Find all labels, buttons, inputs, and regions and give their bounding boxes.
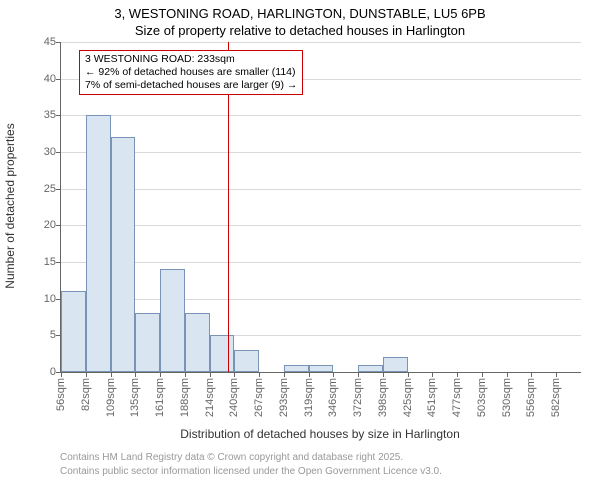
- footer-line-2: Contains public sector information licen…: [60, 466, 442, 477]
- plot-area: 05101520253035404556sqm82sqm109sqm135sqm…: [60, 42, 581, 373]
- x-tick: [531, 372, 532, 377]
- y-tick: [56, 79, 61, 80]
- chart-container: 3, WESTONING ROAD, HARLINGTON, DUNSTABLE…: [0, 0, 600, 500]
- x-tick-label: 319sqm: [303, 378, 315, 417]
- histogram-bar: [383, 357, 408, 372]
- x-tick-label: 425sqm: [402, 378, 414, 417]
- histogram-bar: [61, 291, 86, 372]
- x-tick-label: 240sqm: [228, 378, 240, 417]
- x-tick: [309, 372, 310, 377]
- x-tick-label: 135sqm: [129, 378, 141, 417]
- histogram-bar: [160, 269, 185, 372]
- y-tick-label: 5: [50, 329, 56, 341]
- x-tick-label: 477sqm: [451, 378, 463, 417]
- x-tick-label: 214sqm: [204, 378, 216, 417]
- y-tick-label: 30: [44, 146, 56, 158]
- gridline: [61, 42, 581, 43]
- x-tick-label: 267sqm: [253, 378, 265, 417]
- x-tick-label: 398sqm: [377, 378, 389, 417]
- gridline: [61, 225, 581, 226]
- x-axis-label: Distribution of detached houses by size …: [60, 427, 580, 441]
- gridline: [61, 115, 581, 116]
- histogram-bar: [210, 335, 235, 372]
- histogram-bar: [86, 115, 111, 372]
- y-tick-label: 25: [44, 183, 56, 195]
- x-tick: [86, 372, 87, 377]
- x-tick: [383, 372, 384, 377]
- x-tick-label: 293sqm: [278, 378, 290, 417]
- histogram-bar: [309, 365, 334, 372]
- gridline: [61, 299, 581, 300]
- x-tick-label: 503sqm: [476, 378, 488, 417]
- histogram-bar: [135, 313, 160, 372]
- x-tick-label: 451sqm: [426, 378, 438, 417]
- y-tick: [56, 115, 61, 116]
- y-tick: [56, 262, 61, 263]
- x-tick: [61, 372, 62, 377]
- x-tick: [185, 372, 186, 377]
- x-tick-label: 56sqm: [55, 378, 67, 411]
- y-axis-label: Number of detached properties: [3, 106, 17, 306]
- x-tick: [234, 372, 235, 377]
- histogram-bar: [358, 365, 383, 372]
- x-tick: [482, 372, 483, 377]
- x-tick-label: 109sqm: [105, 378, 117, 417]
- x-tick-label: 556sqm: [525, 378, 537, 417]
- x-tick: [333, 372, 334, 377]
- title-line-1: 3, WESTONING ROAD, HARLINGTON, DUNSTABLE…: [0, 6, 600, 23]
- x-tick: [259, 372, 260, 377]
- x-tick: [160, 372, 161, 377]
- y-tick-label: 40: [44, 73, 56, 85]
- x-tick: [111, 372, 112, 377]
- x-tick-label: 188sqm: [179, 378, 191, 417]
- x-tick: [408, 372, 409, 377]
- histogram-bar: [111, 137, 136, 372]
- x-tick-label: 82sqm: [80, 378, 92, 411]
- y-tick: [56, 152, 61, 153]
- gridline: [61, 152, 581, 153]
- x-tick: [358, 372, 359, 377]
- gridline: [61, 262, 581, 263]
- footer-line-1: Contains HM Land Registry data © Crown c…: [60, 452, 403, 463]
- x-tick: [284, 372, 285, 377]
- x-tick-label: 161sqm: [154, 378, 166, 417]
- y-tick: [56, 225, 61, 226]
- x-tick: [210, 372, 211, 377]
- x-tick: [457, 372, 458, 377]
- x-tick: [556, 372, 557, 377]
- y-tick-label: 45: [44, 36, 56, 48]
- annotation-line-1: 3 WESTONING ROAD: 233sqm: [85, 53, 297, 66]
- x-tick: [507, 372, 508, 377]
- y-tick-label: 20: [44, 219, 56, 231]
- x-tick-label: 372sqm: [352, 378, 364, 417]
- histogram-bar: [284, 365, 309, 372]
- x-tick: [135, 372, 136, 377]
- y-tick: [56, 42, 61, 43]
- gridline: [61, 189, 581, 190]
- y-tick-label: 15: [44, 256, 56, 268]
- y-tick-label: 0: [50, 366, 56, 378]
- y-tick: [56, 189, 61, 190]
- y-tick-label: 10: [44, 293, 56, 305]
- histogram-bar: [185, 313, 210, 372]
- annotation-box: 3 WESTONING ROAD: 233sqm← 92% of detache…: [79, 50, 303, 95]
- x-tick-label: 346sqm: [327, 378, 339, 417]
- x-tick-label: 582sqm: [550, 378, 562, 417]
- annotation-line-2: ← 92% of detached houses are smaller (11…: [85, 66, 297, 79]
- histogram-bar: [234, 350, 259, 372]
- x-tick-label: 530sqm: [501, 378, 513, 417]
- x-tick: [432, 372, 433, 377]
- title-line-2: Size of property relative to detached ho…: [0, 23, 600, 40]
- y-tick-label: 35: [44, 109, 56, 121]
- annotation-line-3: 7% of semi-detached houses are larger (9…: [85, 79, 297, 92]
- chart-title: 3, WESTONING ROAD, HARLINGTON, DUNSTABLE…: [0, 0, 600, 40]
